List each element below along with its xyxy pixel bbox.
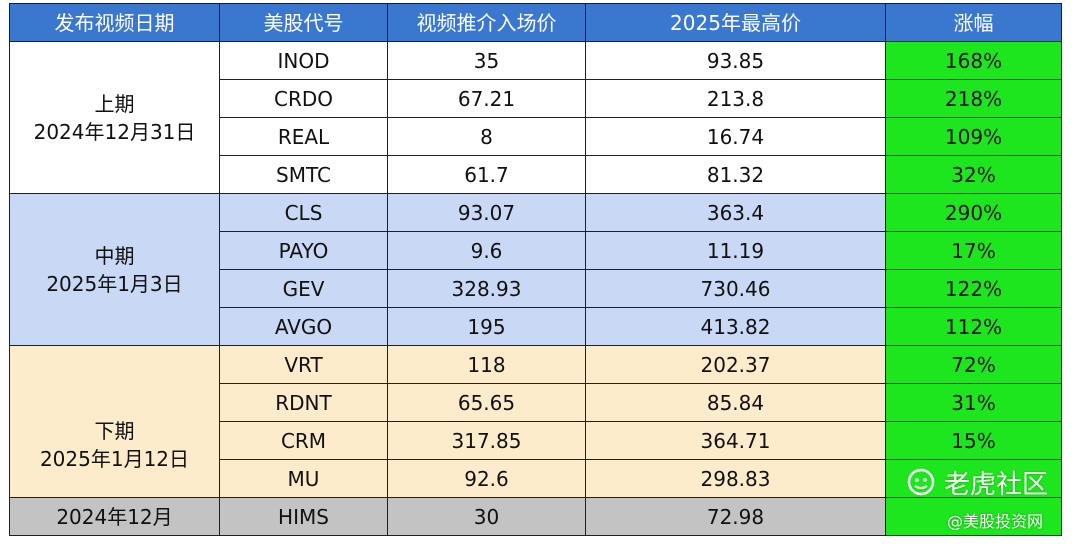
ticker-cell[interactable]: MU (219, 459, 388, 498)
tiger-community-icon (907, 468, 935, 496)
high-price-cell[interactable]: 16.74 (585, 117, 886, 156)
table-row: 下期 2025年1月12日 VRT 118 202.37 72% (9, 345, 1062, 498)
ticker-cell[interactable]: REAL (219, 117, 388, 156)
stock-picks-table: 发布视频日期 美股代号 视频推介入场价 2025年最高价 涨幅 上期 2024年… (9, 3, 1062, 536)
period-cell[interactable]: 上期 2024年12月31日 (9, 41, 220, 194)
high-price-cell[interactable]: 85.84 (585, 383, 886, 422)
high-price-cell[interactable]: 213.8 (585, 79, 886, 118)
entry-price-cell[interactable]: 65.65 (387, 383, 586, 422)
entry-price-cell[interactable]: 9.6 (387, 231, 586, 270)
ticker-cell[interactable]: CRDO (219, 79, 388, 118)
ticker-cell[interactable]: INOD (219, 41, 388, 80)
gain-cell[interactable] (885, 497, 1062, 536)
watermark-logo: 老虎社区 (906, 462, 1076, 502)
header-ticker[interactable]: 美股代号 (219, 3, 388, 42)
gain-cell[interactable]: 290% (885, 193, 1062, 232)
high-price-cell[interactable]: 730.46 (585, 269, 886, 308)
gain-cell[interactable]: 17% (885, 231, 1062, 270)
header-2025-high[interactable]: 2025年最高价 (585, 3, 886, 42)
ticker-cell[interactable]: RDNT (219, 383, 388, 422)
entry-price-cell[interactable]: 317.85 (387, 421, 586, 460)
gain-cell[interactable]: 168% (885, 41, 1062, 80)
ticker-cell[interactable]: HIMS (219, 497, 388, 536)
entry-price-cell[interactable]: 93.07 (387, 193, 586, 232)
ticker-cell[interactable]: CLS (219, 193, 388, 232)
high-price-cell[interactable]: 202.37 (585, 345, 886, 384)
watermark-handle: @美股投资网 (947, 512, 1044, 531)
header-gain[interactable]: 涨幅 (885, 3, 1062, 42)
period-date: 2024年12月31日 (33, 119, 196, 144)
header-entry-price[interactable]: 视频推介入场价 (387, 3, 586, 42)
ticker-cell[interactable]: PAYO (219, 231, 388, 270)
period-cell[interactable]: 下期 2025年1月12日 (9, 345, 220, 498)
gain-cell[interactable]: 72% (885, 345, 1062, 384)
period-cell[interactable]: 中期 2025年1月3日 (9, 193, 220, 346)
high-price-cell[interactable]: 413.82 (585, 307, 886, 346)
high-price-cell[interactable]: 298.83 (585, 459, 886, 498)
ticker-cell[interactable]: CRM (219, 421, 388, 460)
gain-cell[interactable]: 109% (885, 117, 1062, 156)
entry-price-cell[interactable]: 195 (387, 307, 586, 346)
entry-price-cell[interactable]: 35 (387, 41, 586, 80)
header-release-date[interactable]: 发布视频日期 (9, 3, 220, 42)
table-row: 上期 2024年12月31日 INOD 35 93.85 168% (9, 41, 1062, 194)
table-row: SMTC 61.7 81.32 32% (10, 155, 1062, 194)
table-row: MU 92.6 298.83 (10, 459, 1062, 498)
ticker-cell[interactable]: GEV (219, 269, 388, 308)
high-price-cell[interactable]: 72.98 (585, 497, 886, 536)
table-row: 中期 2025年1月3日 CLS 93.07 363.4 290% (9, 193, 1062, 346)
table-row: AVGO 195 413.82 112% (10, 307, 1062, 346)
table-row: CRM 317.85 364.71 15% (10, 421, 1062, 460)
high-price-cell[interactable]: 364.71 (585, 421, 886, 460)
high-price-cell[interactable]: 93.85 (585, 41, 886, 80)
period-date: 2025年1月3日 (46, 271, 183, 296)
ticker-cell[interactable]: VRT (219, 345, 388, 384)
watermark-logo-text: 老虎社区 (944, 469, 1049, 500)
entry-price-cell[interactable]: 8 (387, 117, 586, 156)
gain-cell[interactable]: 31% (885, 383, 1062, 422)
period-label: 下期 (94, 418, 135, 443)
period-cell[interactable]: 2024年12月 (9, 497, 220, 536)
entry-price-cell[interactable]: 92.6 (387, 459, 586, 498)
table-row: RDNT 65.65 85.84 31% (10, 383, 1062, 422)
gain-cell[interactable]: 112% (885, 307, 1062, 346)
entry-price-cell[interactable]: 67.21 (387, 79, 586, 118)
period-date: 2025年1月12日 (39, 446, 190, 471)
table-row: CRDO 67.21 213.8 218% (10, 79, 1062, 118)
entry-price-cell[interactable]: 118 (387, 345, 586, 384)
period-label: 中期 (94, 243, 135, 268)
table-row: GEV 328.93 730.46 122% (10, 269, 1062, 308)
period-label: 上期 (94, 91, 135, 116)
high-price-cell[interactable]: 363.4 (585, 193, 886, 232)
header-row: 发布视频日期 美股代号 视频推介入场价 2025年最高价 涨幅 (9, 3, 1062, 42)
entry-price-cell[interactable]: 30 (387, 497, 586, 536)
gain-cell[interactable]: 32% (885, 155, 1062, 194)
gain-cell[interactable]: 15% (885, 421, 1062, 460)
entry-price-cell[interactable]: 328.93 (387, 269, 586, 308)
table-row: PAYO 9.6 11.19 17% (10, 231, 1062, 270)
table-row: 2024年12月 HIMS 30 72.98 (9, 497, 1062, 536)
table-row: REAL 8 16.74 109% (10, 117, 1062, 156)
entry-price-cell[interactable]: 61.7 (387, 155, 586, 194)
ticker-cell[interactable]: SMTC (219, 155, 388, 194)
gain-cell[interactable]: 122% (885, 269, 1062, 308)
gain-cell[interactable]: 218% (885, 79, 1062, 118)
high-price-cell[interactable]: 81.32 (585, 155, 886, 194)
ticker-cell[interactable]: AVGO (219, 307, 388, 346)
high-price-cell[interactable]: 11.19 (585, 231, 886, 270)
